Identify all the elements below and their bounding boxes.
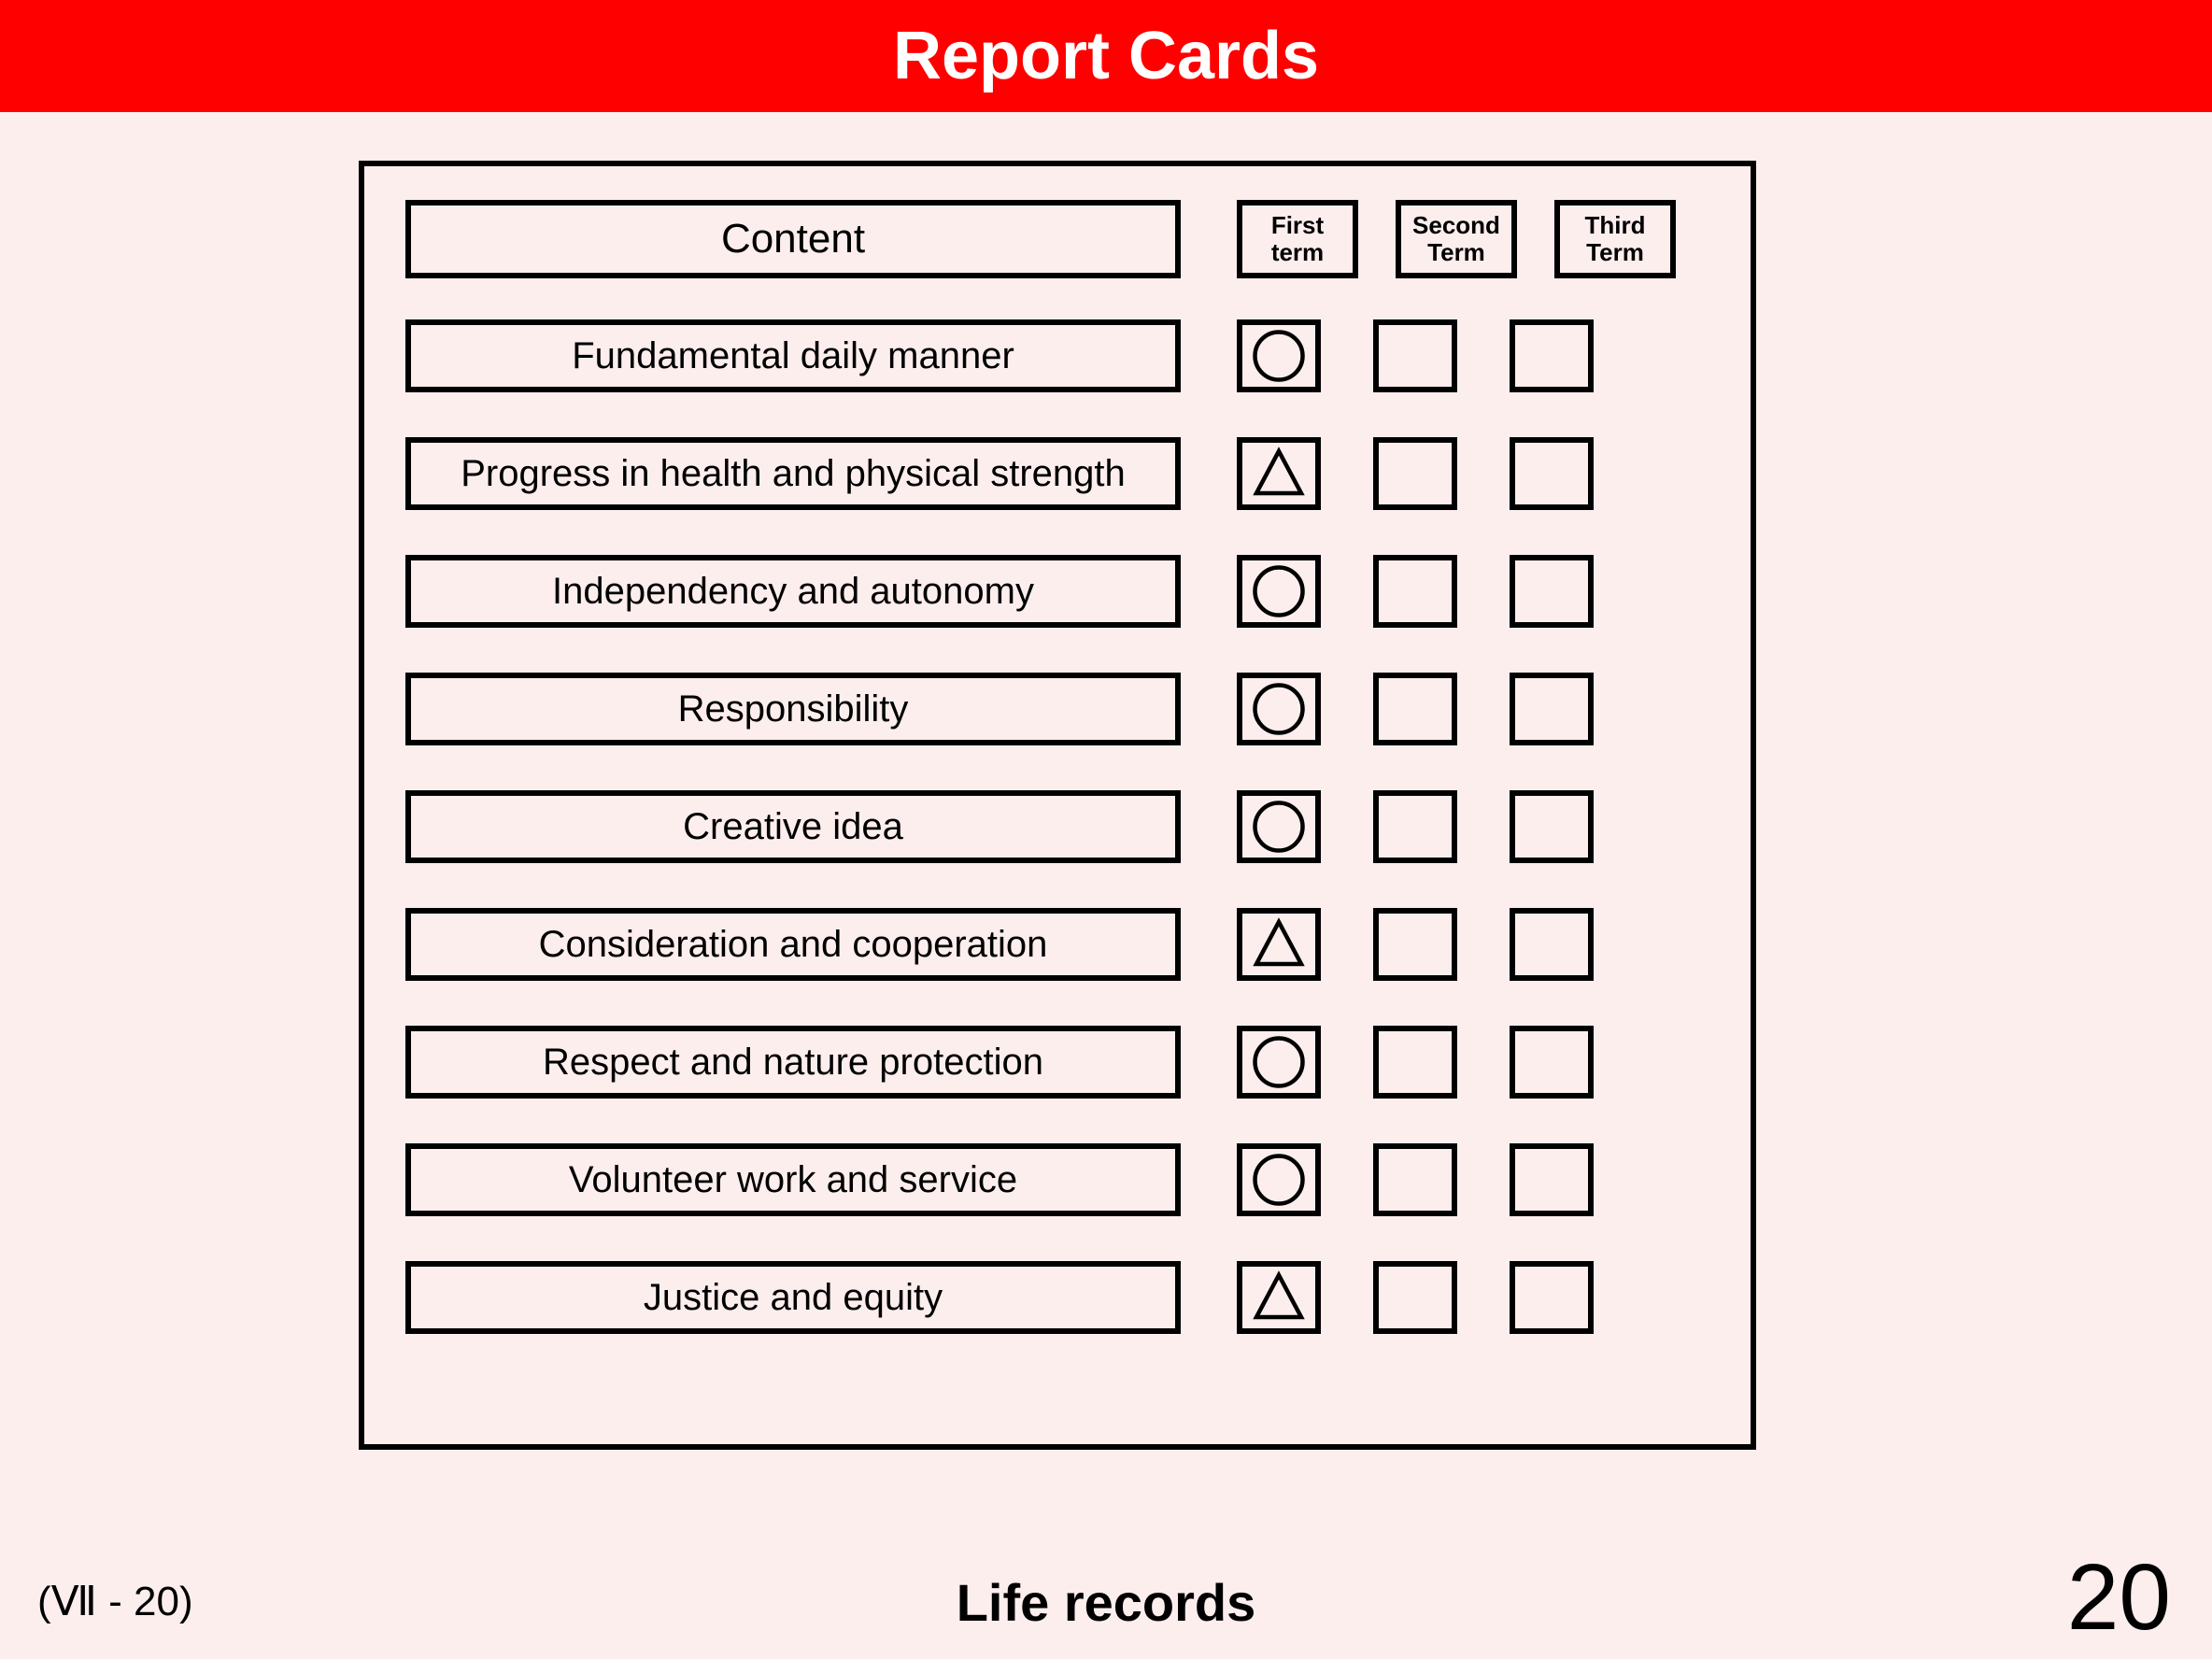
term-cell-1 xyxy=(1237,1143,1321,1216)
term-cell-1 xyxy=(1237,790,1321,863)
term-wrap xyxy=(1237,790,1594,863)
circle-mark-icon xyxy=(1248,796,1310,858)
term-cell-3 xyxy=(1510,1026,1594,1099)
content-label: Progress in health and physical strength xyxy=(461,453,1126,495)
table-row: Justice and equity xyxy=(405,1261,1709,1334)
report-card-frame: Content Firstterm SecondTerm ThirdTerm F… xyxy=(359,161,1756,1450)
term-cell-3 xyxy=(1510,908,1594,981)
table-row: Responsibility xyxy=(405,673,1709,745)
term-wrap xyxy=(1237,1026,1594,1099)
header-term-wrap: Firstterm SecondTerm ThirdTerm xyxy=(1237,200,1676,278)
table-body: Fundamental daily manner Progress in heal… xyxy=(405,319,1709,1334)
table-row: Creative idea xyxy=(405,790,1709,863)
header-term-2: SecondTerm xyxy=(1396,200,1517,278)
term-cell-1 xyxy=(1237,437,1321,510)
term-cell-3 xyxy=(1510,673,1594,745)
term-cell-1 xyxy=(1237,908,1321,981)
term-wrap xyxy=(1237,673,1594,745)
table-row: Progress in health and physical strength xyxy=(405,437,1709,510)
table-row: Independency and autonomy xyxy=(405,555,1709,628)
term-wrap xyxy=(1237,555,1594,628)
term-cell-2 xyxy=(1373,319,1457,392)
triangle-mark-icon xyxy=(1248,443,1310,504)
term-cell-2 xyxy=(1373,673,1457,745)
term-cell-1 xyxy=(1237,1261,1321,1334)
term-wrap xyxy=(1237,319,1594,392)
term-wrap xyxy=(1237,1261,1594,1334)
header-term-3-label: ThirdTerm xyxy=(1585,212,1646,265)
term-cell-1 xyxy=(1237,319,1321,392)
term-cell-3 xyxy=(1510,1261,1594,1334)
table-row: Volunteer work and service xyxy=(405,1143,1709,1216)
term-cell-1 xyxy=(1237,555,1321,628)
term-cell-2 xyxy=(1373,1261,1457,1334)
content-cell: Justice and equity xyxy=(405,1261,1181,1334)
table-row: Consideration and cooperation xyxy=(405,908,1709,981)
term-cell-3 xyxy=(1510,790,1594,863)
header-term-3: ThirdTerm xyxy=(1554,200,1676,278)
footer-page: 20 xyxy=(2067,1544,2171,1652)
term-wrap xyxy=(1237,437,1594,510)
circle-mark-icon xyxy=(1248,678,1310,740)
term-cell-3 xyxy=(1510,1143,1594,1216)
content-cell: Respect and nature protection xyxy=(405,1026,1181,1099)
term-cell-3 xyxy=(1510,319,1594,392)
triangle-mark-icon xyxy=(1248,1267,1310,1328)
term-cell-3 xyxy=(1510,555,1594,628)
term-cell-2 xyxy=(1373,437,1457,510)
term-cell-2 xyxy=(1373,790,1457,863)
triangle-mark-icon xyxy=(1248,914,1310,975)
content-label: Responsibility xyxy=(678,688,909,730)
content-label: Consideration and cooperation xyxy=(539,924,1048,966)
content-cell: Fundamental daily manner xyxy=(405,319,1181,392)
term-wrap xyxy=(1237,1143,1594,1216)
table-header-row: Content Firstterm SecondTerm ThirdTerm xyxy=(405,200,1709,278)
content-label: Creative idea xyxy=(683,806,903,848)
circle-mark-icon xyxy=(1248,1149,1310,1211)
header-term-1: Firstterm xyxy=(1237,200,1358,278)
term-wrap xyxy=(1237,908,1594,981)
content-label: Independency and autonomy xyxy=(552,571,1034,613)
content-cell: Consideration and cooperation xyxy=(405,908,1181,981)
content-cell: Volunteer work and service xyxy=(405,1143,1181,1216)
table-row: Respect and nature protection xyxy=(405,1026,1709,1099)
footer-center: Life records xyxy=(957,1572,1256,1633)
header-content-cell: Content xyxy=(405,200,1181,278)
circle-mark-icon xyxy=(1248,325,1310,387)
content-cell: Independency and autonomy xyxy=(405,555,1181,628)
circle-mark-icon xyxy=(1248,1031,1310,1093)
content-label: Fundamental daily manner xyxy=(572,335,1014,377)
content-cell: Creative idea xyxy=(405,790,1181,863)
term-cell-1 xyxy=(1237,673,1321,745)
term-cell-1 xyxy=(1237,1026,1321,1099)
table-row: Fundamental daily manner xyxy=(405,319,1709,392)
term-cell-3 xyxy=(1510,437,1594,510)
circle-mark-icon xyxy=(1248,560,1310,622)
content-cell: Progress in health and physical strength xyxy=(405,437,1181,510)
content-label: Respect and nature protection xyxy=(543,1042,1043,1084)
header-term-1-label: Firstterm xyxy=(1271,212,1324,265)
header-term-2-label: SecondTerm xyxy=(1412,212,1500,265)
footer-left: (Ⅶ - 20) xyxy=(37,1578,193,1625)
content-label: Justice and equity xyxy=(644,1277,943,1319)
content-cell: Responsibility xyxy=(405,673,1181,745)
term-cell-2 xyxy=(1373,1026,1457,1099)
banner-title: Report Cards xyxy=(893,19,1319,93)
banner: Report Cards xyxy=(0,0,2212,112)
term-cell-2 xyxy=(1373,1143,1457,1216)
term-cell-2 xyxy=(1373,555,1457,628)
term-cell-2 xyxy=(1373,908,1457,981)
header-content-label: Content xyxy=(721,216,865,262)
content-label: Volunteer work and service xyxy=(569,1159,1017,1201)
